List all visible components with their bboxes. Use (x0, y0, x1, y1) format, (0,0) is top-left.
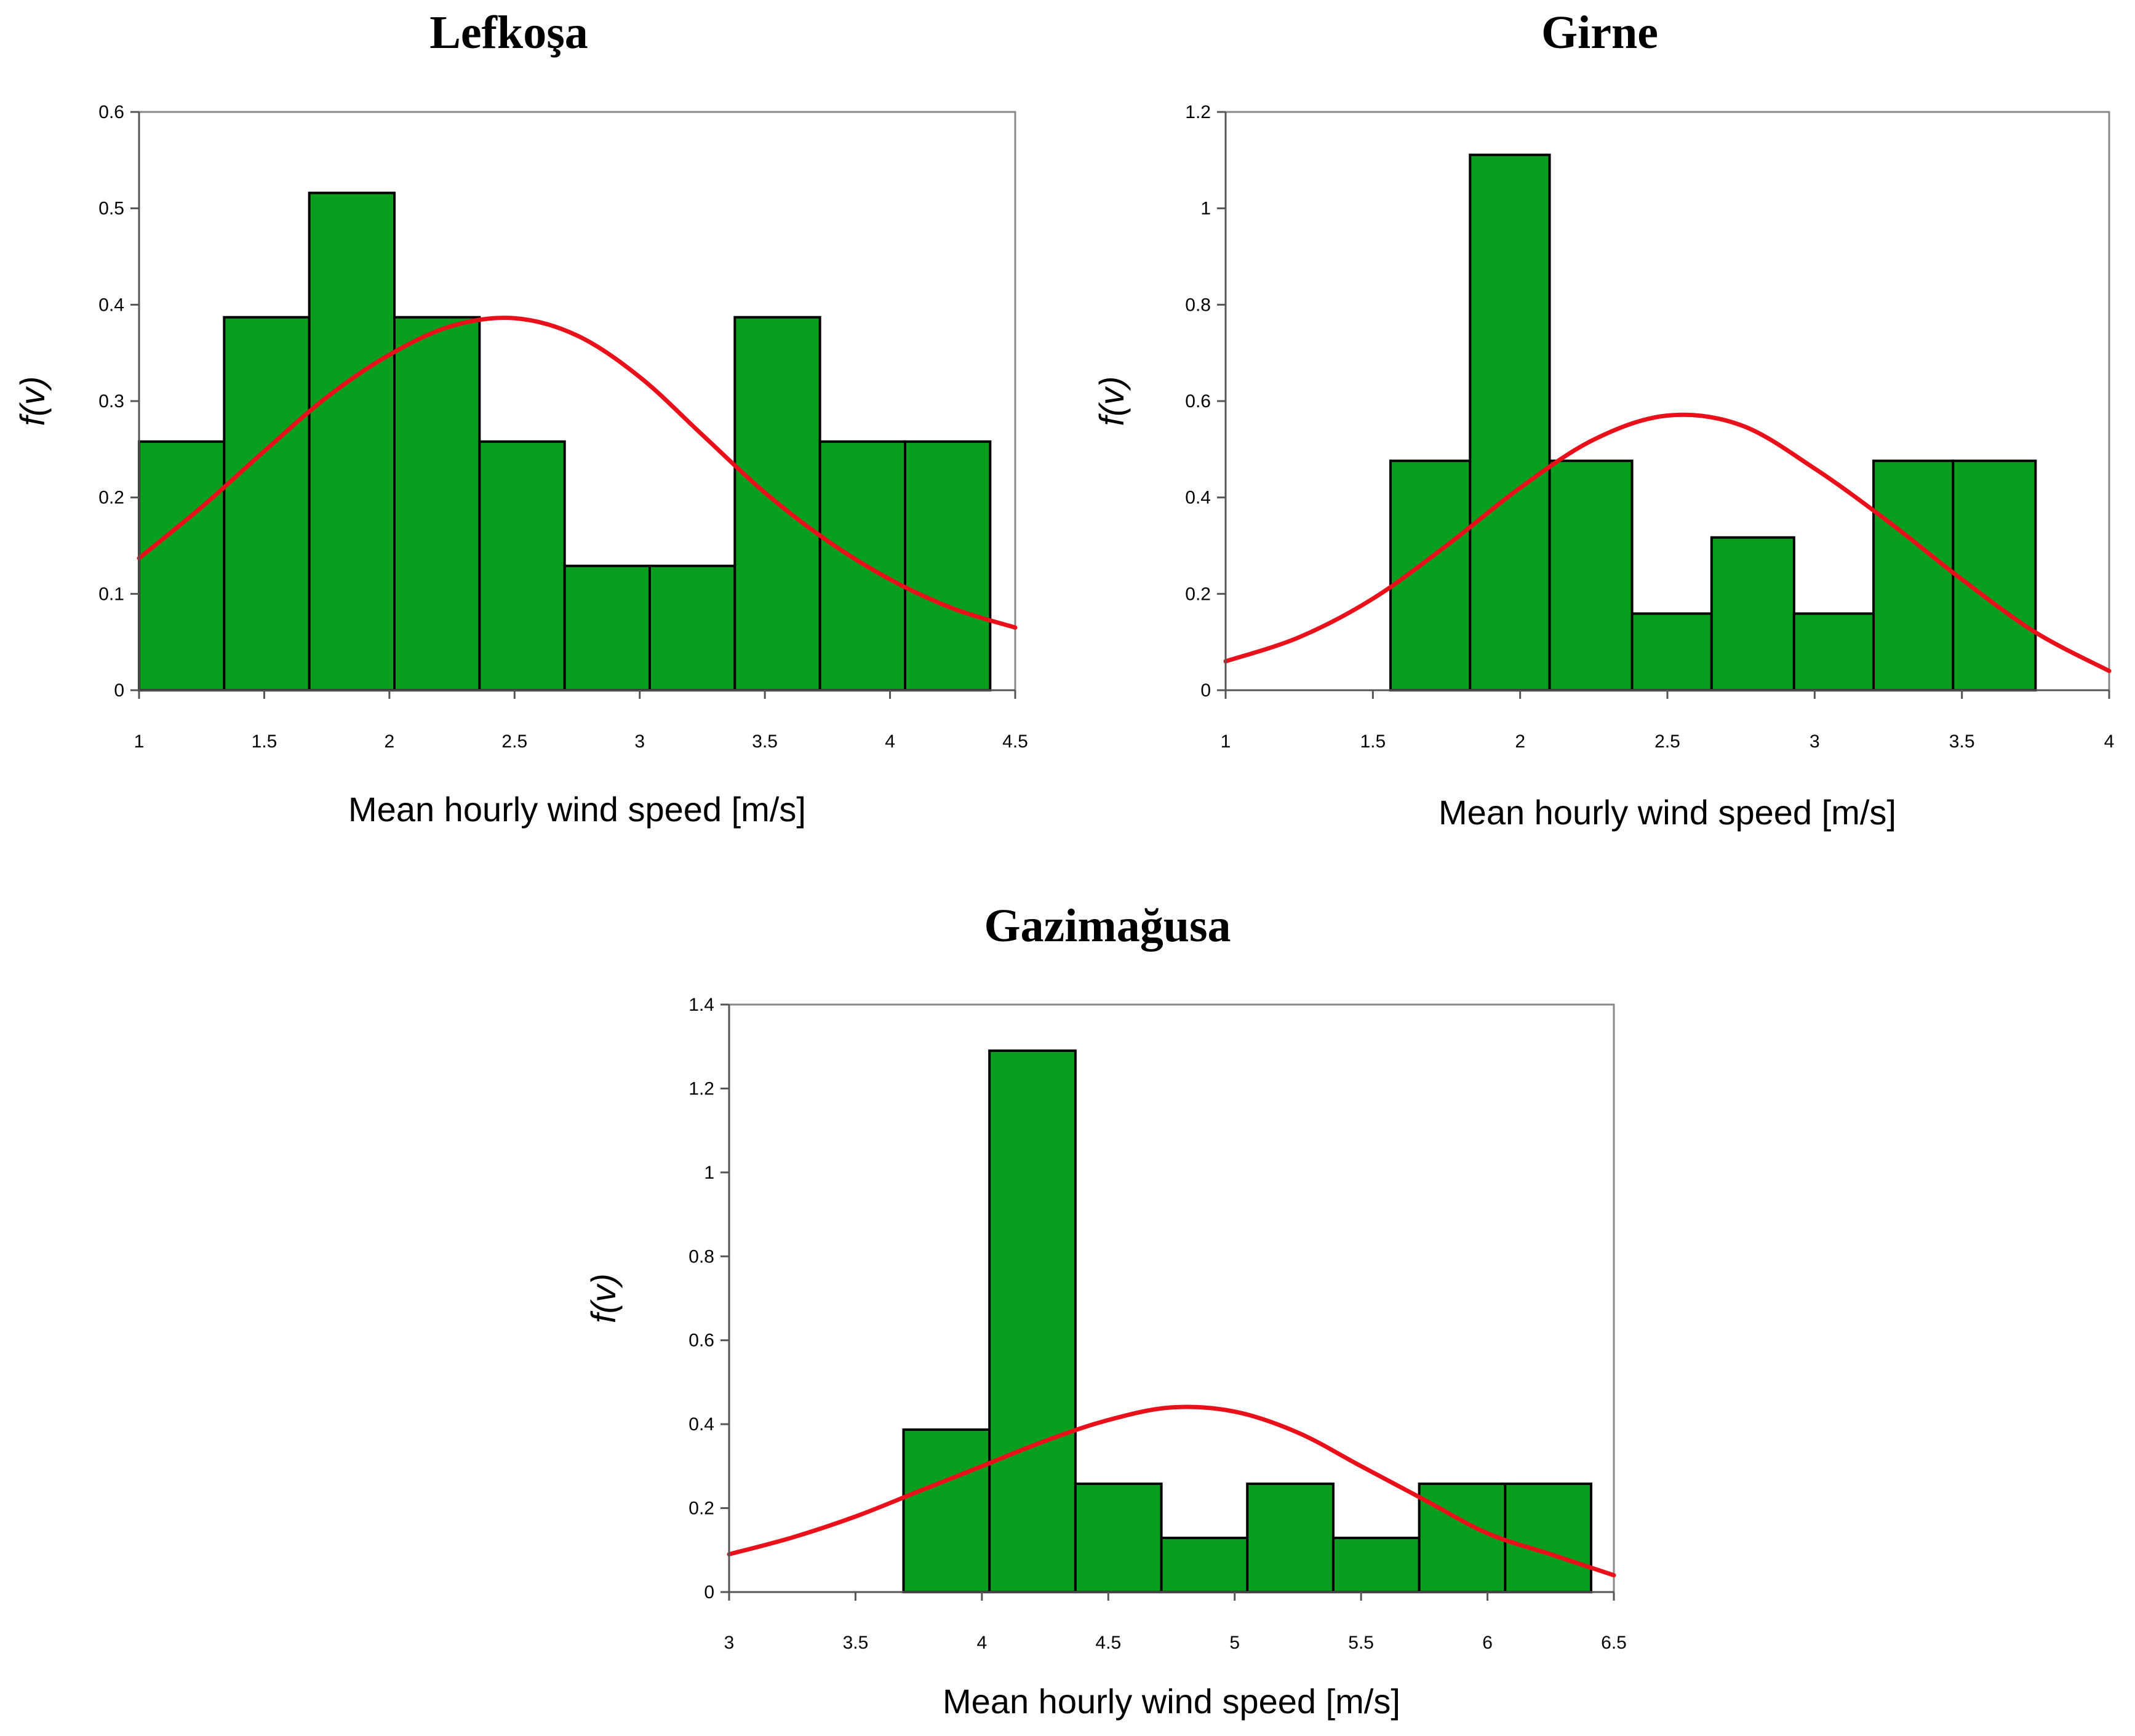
x-tick-label: 1 (1221, 731, 1231, 752)
x-tick-label: 5.5 (1348, 1633, 1374, 1653)
fit-curve (137, 316, 1018, 630)
y-tick-label: 0.4 (98, 295, 124, 315)
x-tick-label: 2 (1515, 731, 1525, 752)
histogram-bar (1074, 1483, 1163, 1593)
histogram-bar (223, 316, 311, 691)
x-tick-label: 1.5 (252, 731, 277, 752)
histogram-bar (1548, 460, 1634, 692)
x-axis-label: Mean hourly wind speed [m/s] (943, 1682, 1400, 1721)
x-tick-label: 4.5 (1095, 1633, 1121, 1653)
x-tick-label: 3.5 (843, 1633, 869, 1653)
x-tick-label: 2.5 (501, 731, 527, 752)
chart-title: Girne (1541, 7, 1658, 58)
histogram-bar (902, 1428, 991, 1594)
y-tick-label: 0.8 (688, 1246, 714, 1267)
y-axis-label: f(v) (1092, 376, 1131, 426)
histogram-bar (1389, 460, 1472, 692)
x-tick-label: 1.5 (1360, 731, 1386, 752)
x-axis-label: Mean hourly wind speed [m/s] (1439, 793, 1896, 832)
histogram-bar (393, 316, 481, 691)
x-tick-label: 3 (634, 731, 645, 752)
histogram-bar (1246, 1483, 1335, 1593)
x-tick-label: 5 (1229, 1633, 1240, 1653)
x-tick-label: 2.5 (1654, 731, 1680, 752)
chart-panel-lefkosa: Lefkoşa 0 0.1 0.2 0.3 0.4 0.5 0.6 1 1.5 2 2.5 3 3.5 4 4… (13, 7, 1028, 829)
x-tick-label: 6 (1482, 1633, 1493, 1653)
histogram-bar (1630, 612, 1713, 692)
x-tick-label: 4.5 (1002, 731, 1028, 752)
histogram-bar (478, 440, 566, 691)
chart-title: Lefkoşa (429, 7, 588, 58)
y-axis-label: f(v) (584, 1273, 623, 1323)
y-tick-label: 0.2 (1185, 584, 1211, 604)
x-tick-label: 2 (385, 731, 395, 752)
y-tick-label: 0.3 (98, 391, 124, 412)
histogram-bar (1952, 460, 2037, 692)
x-tick-label: 3 (1810, 731, 1820, 752)
y-tick-label: 0.2 (688, 1499, 714, 1519)
histogram-bar (988, 1049, 1077, 1594)
y-tick-label: 1.4 (688, 995, 714, 1015)
y-tick-label: 0 (114, 680, 124, 701)
y-tick-label: 1 (1200, 199, 1211, 219)
y-tick-label: 0.8 (1185, 295, 1211, 315)
histogram-bar (1872, 460, 1955, 692)
histogram-bar (1469, 153, 1551, 691)
y-tick-label: 0.4 (688, 1414, 714, 1435)
histogram-bar (1160, 1537, 1249, 1594)
x-tick-label: 1 (134, 731, 145, 752)
y-tick-label: 0.6 (1185, 391, 1211, 412)
y-tick-label: 0 (704, 1582, 714, 1603)
histogram-bar (903, 440, 992, 691)
x-tick-label: 6.5 (1601, 1633, 1627, 1653)
histogram-bar (1710, 536, 1795, 692)
x-tick-label: 3.5 (1949, 731, 1975, 752)
histogram-bar (138, 440, 226, 691)
chart-panel-girne: Girne 0 0.2 0.4 0.6 0.8 1 1.2 1 1.5 2 2.5 3 3.5 4 Mean … (1092, 7, 2114, 832)
histogram-bar (563, 564, 651, 692)
y-tick-label: 0.5 (98, 199, 124, 219)
histogram-bar (308, 191, 396, 692)
histogram-bar (648, 564, 736, 692)
y-tick-label: 0.6 (98, 102, 124, 122)
x-tick-label: 4 (977, 1633, 988, 1653)
x-tick-label: 4 (885, 731, 895, 752)
fit-curve (727, 1404, 1616, 1578)
histogram-bar (1418, 1483, 1507, 1593)
histogram-bar (1331, 1537, 1421, 1594)
x-axis-label: Mean hourly wind speed [m/s] (348, 790, 806, 829)
y-tick-label: 1.2 (688, 1078, 714, 1099)
chart-panel-gazimagusa: Gazimağusa 0 0.2 0.4 0.6 0.8 1 1.2 1.4 3 3.5 4 4.5 5 5… (584, 900, 1627, 1721)
y-axis-label: f(v) (13, 376, 52, 426)
y-tick-label: 0.4 (1185, 488, 1211, 508)
y-tick-label: 0.1 (98, 584, 124, 604)
histogram-bar (1792, 612, 1875, 692)
chart-title: Gazimağusa (984, 900, 1231, 952)
y-tick-label: 0.6 (688, 1331, 714, 1351)
y-tick-label: 0 (1200, 680, 1211, 701)
histogram-bar (1504, 1483, 1593, 1593)
y-tick-label: 1.2 (1185, 102, 1211, 122)
y-tick-label: 1 (704, 1163, 714, 1183)
fit-curve (1223, 412, 2112, 674)
x-tick-label: 3 (724, 1633, 735, 1653)
y-tick-label: 0.2 (98, 488, 124, 508)
x-tick-label: 3.5 (752, 731, 778, 752)
x-tick-label: 4 (2104, 731, 2115, 752)
